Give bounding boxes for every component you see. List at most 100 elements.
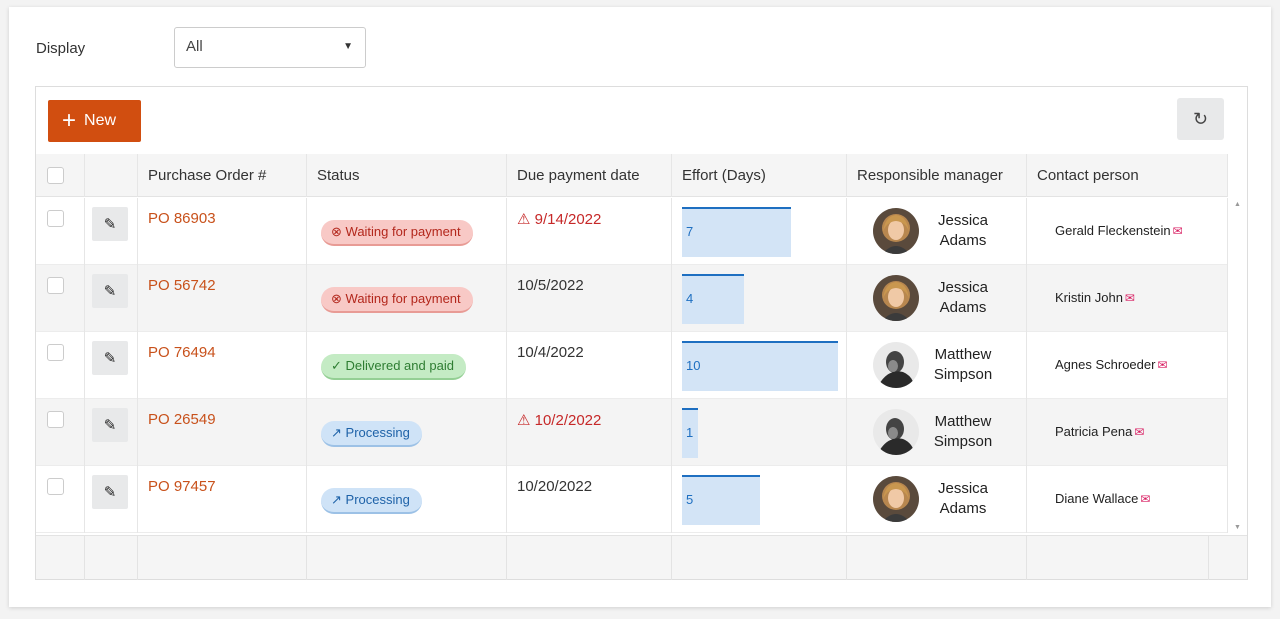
po-cell: PO 97457 xyxy=(138,466,307,533)
po-link[interactable]: PO 76494 xyxy=(148,344,216,361)
scroll-down-icon[interactable]: ▼ xyxy=(1234,524,1241,531)
due-date-text: 10/5/2022 xyxy=(517,277,584,294)
column-header-status[interactable]: Status xyxy=(307,154,507,197)
manager-last-name: Adams xyxy=(939,232,987,249)
footer-cell xyxy=(36,536,85,580)
due-date: 10/5/2022 xyxy=(517,277,584,294)
po-link[interactable]: PO 26549 xyxy=(148,411,216,428)
due-date: 10/20/2022 xyxy=(517,478,592,495)
footer-cell xyxy=(138,536,307,580)
manager-last-name: Adams xyxy=(939,299,987,316)
contact-person[interactable]: Patricia Pena ✉ xyxy=(1055,424,1144,439)
column-header-contact[interactable]: Contact person xyxy=(1027,154,1228,197)
due-date-cell: 10/5/2022 xyxy=(507,265,672,332)
po-link[interactable]: PO 86903 xyxy=(148,210,216,227)
column-header-po[interactable]: Purchase Order # xyxy=(138,154,307,197)
effort-value: 7 xyxy=(686,224,694,239)
table-row[interactable]: ✎ PO 86903 ⊗ Waiting for payment ⚠ 9/14/… xyxy=(36,198,1228,265)
column-header-due-date[interactable]: Due payment date xyxy=(507,154,672,197)
purchase-orders-grid: + New ↻ Purchase Order # Status Due paym… xyxy=(35,86,1248,580)
mail-icon[interactable]: ✉ xyxy=(1134,425,1145,439)
grid-footer xyxy=(36,535,1247,580)
edit-button[interactable]: ✎ xyxy=(92,341,128,375)
table-row[interactable]: ✎ PO 76494 ✓ Delivered and paid 10/4/202… xyxy=(36,332,1228,399)
footer-cell xyxy=(672,536,847,580)
po-link[interactable]: PO 56742 xyxy=(148,277,216,294)
select-all-cell xyxy=(36,154,85,197)
mail-icon[interactable]: ✉ xyxy=(1140,492,1151,506)
contact-name: Kristin John xyxy=(1055,290,1123,305)
effort-bar xyxy=(682,207,791,257)
due-date-text: 9/14/2022 xyxy=(534,211,602,228)
warning-icon: ⚠ xyxy=(517,211,535,228)
edit-column-header xyxy=(85,154,138,197)
mail-icon[interactable]: ✉ xyxy=(1124,291,1135,305)
mail-icon[interactable]: ✉ xyxy=(1172,224,1183,238)
row-checkbox[interactable] xyxy=(47,277,64,294)
contact-person[interactable]: Gerald Fleckenstein ✉ xyxy=(1055,223,1183,238)
po-link[interactable]: PO 97457 xyxy=(148,478,216,495)
status-badge: ✓ Delivered and paid xyxy=(321,354,466,380)
row-checkbox[interactable] xyxy=(47,411,64,428)
table-row[interactable]: ✎ PO 97457 ↗ Processing 10/20/2022 5 Jes… xyxy=(36,466,1228,533)
manager-name: Jessica Adams xyxy=(930,211,996,251)
effort-cell: 10 xyxy=(672,332,847,399)
display-select-value: All xyxy=(186,38,203,55)
contact-person[interactable]: Diane Wallace ✉ xyxy=(1055,491,1150,506)
effort-bar xyxy=(682,274,744,324)
avatar xyxy=(873,208,919,254)
avatar xyxy=(873,342,919,388)
select-all-checkbox[interactable] xyxy=(47,167,64,184)
row-edit-cell: ✎ xyxy=(85,332,138,399)
pencil-icon: ✎ xyxy=(103,350,117,367)
row-checkbox[interactable] xyxy=(47,478,64,495)
footer-cell xyxy=(307,536,507,580)
contact-name: Agnes Schroeder xyxy=(1055,357,1156,372)
footer-cell xyxy=(85,536,138,580)
display-select[interactable]: All ▼ xyxy=(174,27,366,68)
avatar xyxy=(873,409,919,455)
refresh-button[interactable]: ↻ xyxy=(1177,98,1224,140)
new-button[interactable]: + New xyxy=(48,100,141,142)
warning-icon: ⚠ xyxy=(517,412,535,429)
status-badge: ↗ Processing xyxy=(321,421,422,447)
manager-last-name: Simpson xyxy=(933,366,993,383)
pencil-icon: ✎ xyxy=(103,216,117,233)
scroll-up-icon[interactable]: ▲ xyxy=(1234,201,1241,208)
edit-button[interactable]: ✎ xyxy=(92,207,128,241)
pencil-icon: ✎ xyxy=(103,484,117,501)
row-edit-cell: ✎ xyxy=(85,265,138,332)
avatar xyxy=(873,476,919,522)
effort-bar xyxy=(682,475,760,525)
due-date-cell: 10/4/2022 xyxy=(507,332,672,399)
po-cell: PO 56742 xyxy=(138,265,307,332)
row-checkbox[interactable] xyxy=(47,344,64,361)
status-badge: ↗ Processing xyxy=(321,488,422,514)
contact-person[interactable]: Kristin John ✉ xyxy=(1055,290,1135,305)
manager-first-name: Jessica xyxy=(937,480,989,497)
column-header-effort[interactable]: Effort (Days) xyxy=(672,154,847,197)
column-header-manager[interactable]: Responsible manager xyxy=(847,154,1027,197)
pencil-icon: ✎ xyxy=(103,283,117,300)
contact-person[interactable]: Agnes Schroeder ✉ xyxy=(1055,357,1168,372)
status-icon: ↗ xyxy=(331,492,342,507)
manager-cell: Jessica Adams xyxy=(847,466,1027,533)
table-row[interactable]: ✎ PO 26549 ↗ Processing ⚠ 10/2/2022 1 Ma… xyxy=(36,399,1228,466)
mail-icon[interactable]: ✉ xyxy=(1157,358,1168,372)
due-date-text: 10/2/2022 xyxy=(534,412,602,429)
edit-button[interactable]: ✎ xyxy=(92,408,128,442)
status-cell: ↗ Processing xyxy=(307,399,507,466)
purchase-orders-card: Display All ▼ + New ↻ Purchase Order # S… xyxy=(9,7,1271,607)
table-row[interactable]: ✎ PO 56742 ⊗ Waiting for payment 10/5/20… xyxy=(36,265,1228,332)
status-cell: ⊗ Waiting for payment xyxy=(307,198,507,265)
edit-button[interactable]: ✎ xyxy=(92,475,128,509)
status-cell: ⊗ Waiting for payment xyxy=(307,265,507,332)
effort-cell: 4 xyxy=(672,265,847,332)
row-checkbox[interactable] xyxy=(47,210,64,227)
edit-button[interactable]: ✎ xyxy=(92,274,128,308)
vertical-scrollbar[interactable]: ▲ ▼ xyxy=(1228,197,1247,535)
contact-name: Diane Wallace xyxy=(1055,491,1139,506)
contact-cell: Patricia Pena ✉ xyxy=(1027,399,1228,466)
status-icon: ↗ xyxy=(331,425,342,440)
contact-name: Gerald Fleckenstein xyxy=(1055,223,1171,238)
